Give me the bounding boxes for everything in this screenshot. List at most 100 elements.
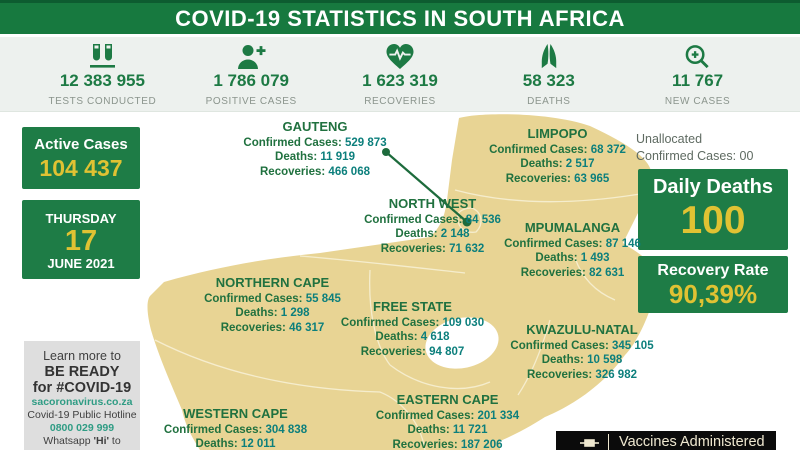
whatsapp-line: Whatsapp 'Hi' to <box>24 435 140 448</box>
daily-deaths-label: Daily Deaths <box>652 176 774 198</box>
learn-more-box: Learn more to BE READY for #COVID-19 sac… <box>24 341 140 450</box>
province-western-cape: WESTERN CAPE Confirmed Cases: 304 838 De… <box>148 406 323 450</box>
recoveries-value: 63 965 <box>574 172 610 185</box>
stat-value: 12 383 955 <box>59 71 145 90</box>
province-name: EASTERN CAPE <box>396 392 499 407</box>
date-month-year: JUNE 2021 <box>47 256 115 271</box>
province-name: FREE STATE <box>373 299 452 314</box>
whatsapp-pre: Whatsapp <box>43 435 91 447</box>
confirmed-label: Confirmed Cases: <box>375 409 475 422</box>
recoveries-label: Recoveries: <box>380 242 446 255</box>
province-free-state: FREE STATE Confirmed Cases: 109 030 Deat… <box>325 299 500 359</box>
recoveries-value: 46 317 <box>289 321 325 334</box>
search-plus-icon <box>623 43 772 70</box>
learn-more-line1: Learn more to <box>43 349 121 363</box>
stat-tests-conducted: 12 383 955 TESTS CONDUCTED <box>28 37 177 111</box>
stat-deaths: 58 323 DEATHS <box>474 37 623 111</box>
province-borders <box>154 189 641 450</box>
deaths-label: Deaths: <box>235 307 278 319</box>
syringe-icon <box>580 436 600 450</box>
confirmed-label: Confirmed Cases: <box>243 136 342 149</box>
whatsapp-number: 0600 123 456 <box>24 448 140 450</box>
province-name: MPUMALANGA <box>524 220 621 235</box>
deaths-label: Deaths: <box>195 438 238 450</box>
province-name: NORTHERN CAPE <box>215 275 330 290</box>
confirmed-label: Confirmed Cases: <box>204 292 303 305</box>
deaths-value: 12 011 <box>240 438 276 450</box>
hotline-number: 0800 029 999 <box>49 422 115 434</box>
stat-positive-cases: 1 786 079 POSITIVE CASES <box>177 37 326 111</box>
deaths-value: 4 618 <box>420 331 450 343</box>
confirmed-value: 84 536 <box>465 213 501 226</box>
stat-new-cases: 11 767 NEW CASES <box>623 37 772 111</box>
confirmed-value: 109 030 <box>442 316 485 329</box>
recoveries-label: Recoveries: <box>220 321 286 334</box>
recoveries-value: 187 206 <box>460 438 503 450</box>
recoveries-label: Recoveries: <box>520 266 586 279</box>
recoveries-label: Recoveries: <box>527 368 593 381</box>
deaths-label: Deaths: <box>375 331 418 343</box>
confirmed-value: 87 146 <box>605 237 641 250</box>
deaths-value: 2 517 <box>565 158 595 170</box>
person-plus-icon <box>177 43 326 70</box>
deaths-label: Deaths: <box>535 252 578 264</box>
confirmed-label: Confirmed Cases: <box>364 213 463 226</box>
stat-recoveries: 1 623 319 RECOVERIES <box>326 37 475 111</box>
recoveries-value: 71 632 <box>449 242 485 255</box>
confirmed-value: 304 838 <box>265 423 308 436</box>
recoveries-label: Recoveries: <box>392 438 458 450</box>
stat-value: 1 623 319 <box>362 71 438 90</box>
stat-label: DEATHS <box>527 96 571 107</box>
province-eastern-cape: EASTERN CAPE Confirmed Cases: 201 334 De… <box>360 392 535 450</box>
vaccines-label: Vaccines Administered <box>619 434 765 450</box>
vaccines-administered-box: Vaccines Administered <box>556 431 776 450</box>
recoveries-label: Recoveries: <box>360 345 426 358</box>
daily-deaths-box: Daily Deaths 100 <box>638 169 788 250</box>
date-weekday: THURSDAY <box>45 211 117 226</box>
deaths-label: Deaths: <box>541 354 584 366</box>
province-mpumalanga: MPUMALANGA Confirmed Cases: 87 146 Death… <box>485 220 660 280</box>
recovery-rate-value: 90,39% <box>668 279 758 309</box>
learn-more-line3: for #COVID-19 <box>32 380 132 396</box>
recoveries-label: Recoveries: <box>260 165 326 178</box>
deaths-label: Deaths: <box>395 228 438 240</box>
province-northern-cape: NORTHERN CAPE Confirmed Cases: 55 845 De… <box>185 275 360 335</box>
south-africa-map <box>147 114 658 450</box>
stat-value: 1 786 079 <box>213 71 290 90</box>
recoveries-label: Recoveries: <box>505 172 571 185</box>
confirmed-value: 529 873 <box>345 136 387 149</box>
stat-label: RECOVERIES <box>364 96 436 107</box>
province-name: LIMPOPO <box>527 126 588 141</box>
province-gauteng: GAUTENG Confirmed Cases: 529 873 Deaths:… <box>230 119 400 179</box>
stat-value: 58 323 <box>522 71 575 90</box>
deaths-value: 2 148 <box>440 228 470 240</box>
recoveries-value: 94 807 <box>429 345 465 358</box>
active-cases-label: Active Cases <box>34 136 128 153</box>
header-banner: COVID-19 STATISTICS IN SOUTH AFRICA <box>0 0 800 34</box>
province-name: WESTERN CAPE <box>183 406 288 421</box>
whatsapp-hi: 'Hi' <box>93 435 110 447</box>
website-link[interactable]: sacoronavirus.co.za <box>31 396 133 408</box>
unallocated-line1: Unallocated <box>636 132 703 146</box>
hotline-label: Covid-19 Public Hotline <box>27 409 137 421</box>
deaths-value: 10 598 <box>587 354 623 366</box>
learn-more-line2: BE READY <box>44 364 120 380</box>
active-cases-box: Active Cases 104 437 <box>22 127 140 189</box>
province-kwazulu-natal: KWAZULU-NATAL Confirmed Cases: 345 105 D… <box>492 322 672 382</box>
confirmed-label: Confirmed Cases: <box>340 316 440 329</box>
heartbeat-icon <box>326 43 475 70</box>
deaths-value: 1 298 <box>280 307 310 319</box>
gauteng-pointer-line <box>382 148 472 227</box>
deaths-label: Deaths: <box>520 158 563 170</box>
province-north-west: NORTH WEST Confirmed Cases: 84 536 Death… <box>345 196 520 256</box>
confirmed-label: Confirmed Cases: <box>489 143 588 156</box>
confirmed-value: 55 845 <box>305 292 341 305</box>
deaths-value: 11 721 <box>452 424 488 436</box>
deaths-label: Deaths: <box>407 424 450 436</box>
recoveries-value: 326 982 <box>595 368 637 381</box>
unallocated-cases: Unallocated Confirmed Cases: 00 <box>636 131 753 165</box>
date-day: 17 <box>64 225 98 257</box>
recovery-rate-box: Recovery Rate 90,39% <box>638 256 788 313</box>
stat-label: POSITIVE CASES <box>205 96 297 107</box>
